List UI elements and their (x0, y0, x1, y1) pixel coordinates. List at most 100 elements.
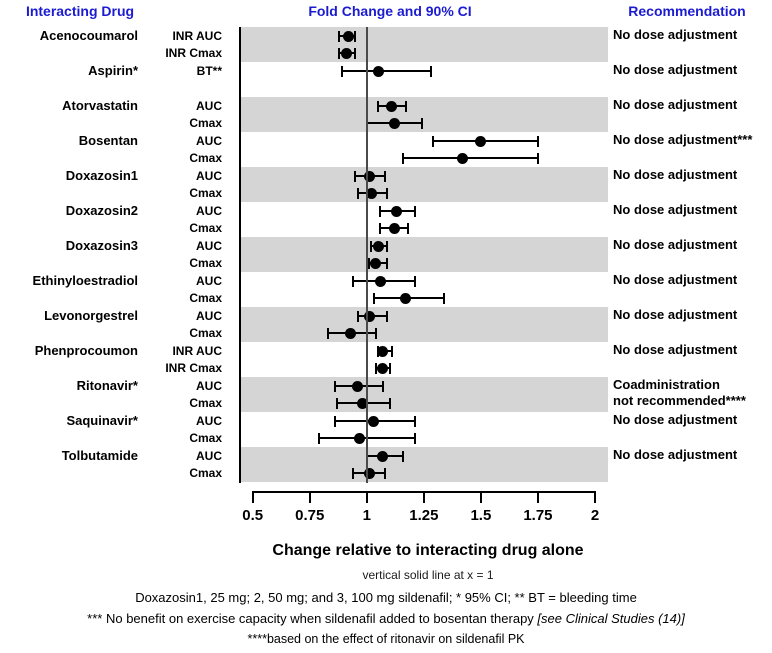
recommendation-text: No dose adjustment (613, 412, 772, 428)
ci-cap-high (381, 380, 384, 392)
point-marker (343, 30, 355, 42)
ci-cap-high (536, 135, 539, 147)
drug-label: Atorvastatin (62, 98, 138, 113)
axis-tick-label: 2 (590, 507, 600, 524)
drug-label: Ritonavir* (76, 378, 138, 393)
ci-cap-low (356, 187, 359, 199)
axis-tick-label: 0.75 (295, 507, 325, 524)
ci-cap-low (340, 65, 343, 77)
ci-cap-high (386, 187, 389, 199)
row-band (239, 272, 608, 307)
ci-cap-high (386, 240, 389, 252)
ci-cap-low (368, 257, 371, 269)
recommendation-text: No dose adjustment*** (613, 132, 772, 148)
point-marker (475, 135, 487, 147)
point-marker (374, 275, 386, 287)
x-axis-title: Change relative to interacting drug alon… (272, 542, 584, 559)
ci-whisker (403, 157, 538, 159)
row-band (239, 237, 608, 272)
point-marker (377, 362, 389, 374)
footnote-clinical-studies-ref: [see Clinical Studies (14)] (537, 611, 685, 626)
row-band (239, 377, 608, 412)
recommendation-line: No dose adjustment (613, 272, 738, 287)
param-label: Cmax (189, 396, 222, 410)
footnote-ritonavir: ****based on the effect of ritonavir on … (247, 632, 525, 646)
param-label: INR Cmax (165, 361, 222, 375)
point-marker (356, 397, 368, 409)
point-marker (400, 292, 412, 304)
recommendation-line: not recommended**** (613, 393, 746, 408)
row-band (239, 202, 608, 237)
ci-cap-high (420, 117, 423, 129)
axis-tick-label: 1.25 (409, 507, 439, 524)
ci-cap-high (413, 205, 416, 217)
ci-cap-high (386, 310, 389, 322)
ci-cap-low (338, 30, 341, 42)
ci-whisker (341, 70, 431, 72)
ci-cap-high (536, 152, 539, 164)
row-band (239, 307, 608, 342)
axis-tick (308, 491, 311, 503)
reference-line-x1 (366, 27, 368, 483)
ci-cap-high (384, 467, 387, 479)
param-label: INR Cmax (165, 46, 222, 60)
recommendation-line: No dose adjustment (613, 97, 738, 112)
ci-cap-low (402, 152, 405, 164)
column-header-fold-change: Fold Change and 90% CI (308, 3, 472, 19)
point-marker (377, 450, 389, 462)
point-marker (457, 152, 469, 164)
footnote-bosentan: *** No benefit on exercise capacity when… (0, 611, 772, 626)
axis-tick (536, 491, 539, 503)
drug-label: Phenprocoumon (34, 343, 138, 358)
axis-tick (365, 491, 368, 503)
point-marker (377, 345, 389, 357)
ci-cap-high (354, 30, 357, 42)
point-marker (390, 205, 402, 217)
point-marker (363, 310, 375, 322)
row-band (239, 97, 608, 132)
recommendation-line: No dose adjustment (613, 237, 738, 252)
param-label: AUC (196, 134, 222, 148)
ci-cap-low (356, 310, 359, 322)
param-label: INR AUC (172, 344, 222, 358)
ci-cap-high (374, 327, 377, 339)
point-marker (340, 47, 352, 59)
drug-label: Ethinyloestradiol (32, 273, 138, 288)
recommendation-line: No dose adjustment (613, 167, 738, 182)
point-marker (372, 65, 384, 77)
reference-line-note: vertical solid line at x = 1 (362, 568, 494, 582)
drug-label: Doxazosin2 (65, 203, 138, 218)
point-marker (363, 170, 375, 182)
ci-cap-low (379, 205, 382, 217)
param-label: AUC (196, 99, 222, 113)
drug-label: Saquinavir* (66, 413, 138, 428)
recommendation-text: No dose adjustment (613, 342, 772, 358)
axis-tick-label: 1 (362, 507, 371, 524)
ci-cap-high (354, 47, 357, 59)
param-label: AUC (196, 449, 222, 463)
row-band (239, 447, 608, 482)
point-marker (352, 380, 364, 392)
ci-cap-low (431, 135, 434, 147)
axis-tick-label: 0.5 (242, 507, 264, 524)
param-label: Cmax (189, 326, 222, 340)
ci-cap-high (413, 432, 416, 444)
ci-cap-low (372, 292, 375, 304)
recommendation-line: No dose adjustment (613, 307, 738, 322)
ci-cap-low (352, 467, 355, 479)
axis-tick (251, 491, 254, 503)
recommendation-line: No dose adjustment (613, 342, 738, 357)
param-label: AUC (196, 379, 222, 393)
ci-cap-high (402, 450, 405, 462)
param-label: AUC (196, 239, 222, 253)
ci-cap-high (384, 170, 387, 182)
row-band (239, 342, 608, 377)
ci-cap-high (390, 345, 393, 357)
param-label: INR AUC (172, 29, 222, 43)
param-label: Cmax (189, 291, 222, 305)
drug-label: Aspirin* (88, 63, 138, 78)
ci-cap-high (404, 100, 407, 112)
axis-tick-label: 1.75 (523, 507, 553, 524)
ci-cap-high (443, 292, 446, 304)
ci-cap-low (336, 397, 339, 409)
